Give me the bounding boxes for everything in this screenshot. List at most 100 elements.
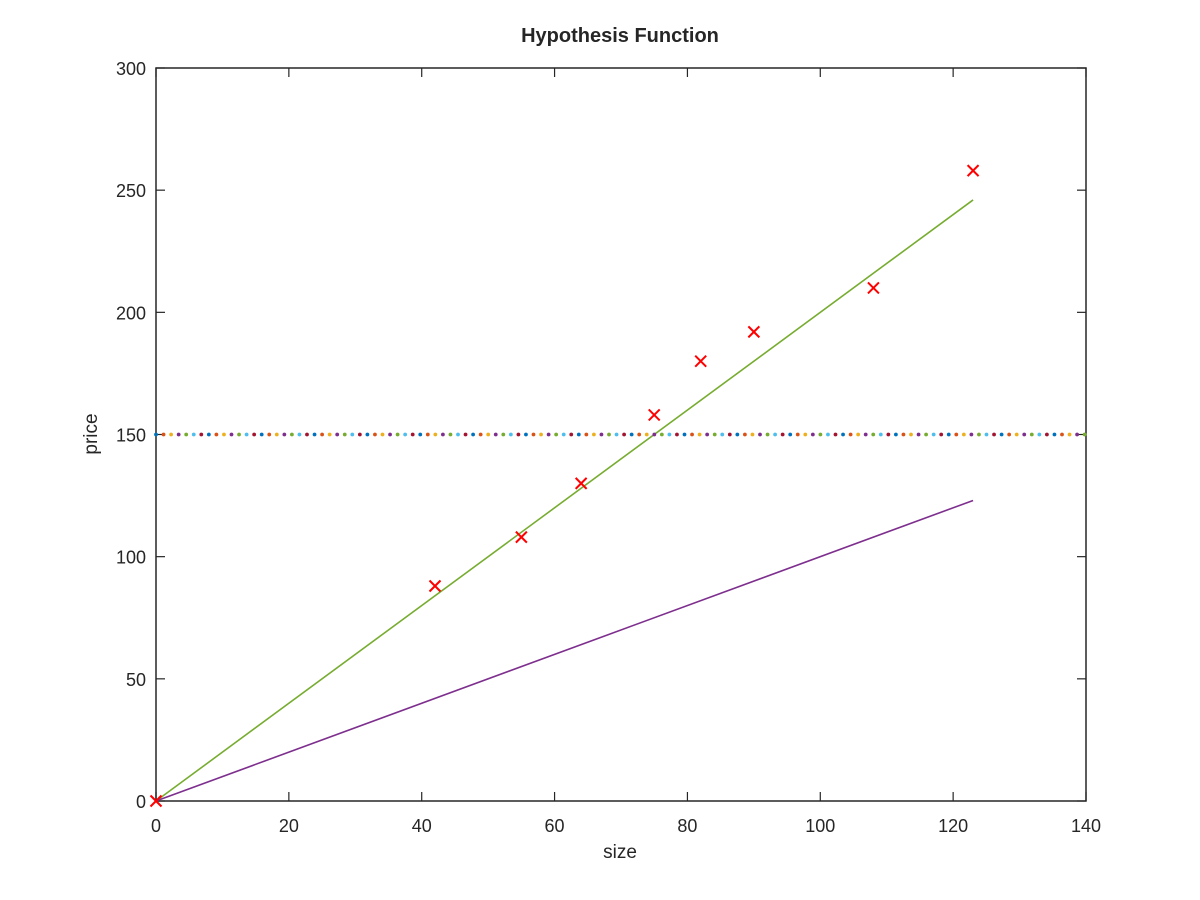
dotted-line-dot [992,432,996,437]
y-tick-label: 0 [136,792,146,812]
dotted-line-dot [199,432,204,437]
data-point-stroke [694,354,707,368]
dotted-line-dot [297,432,302,437]
dotted-line-dot [237,432,241,437]
dotted-line-dot [433,432,438,437]
dotted-line-dot [909,432,913,437]
dotted-line-dot [697,432,702,437]
dotted-line-dot [267,432,272,437]
dotted-line-dot [924,432,928,437]
dotted-line-dot [629,432,634,437]
dotted-line-dot [516,432,521,437]
y-tick-label: 100 [116,548,146,568]
x-tick-label: 60 [545,816,565,836]
data-point [747,325,761,339]
dotted-line-dot [312,432,317,437]
dotted-line-dot [954,432,959,437]
plot-area: 0 20 40 60 80 100 120 140 0 50 100 150 200 250 300 [116,59,1101,836]
dotted-line-dot [705,432,710,437]
dotted-line-dot [690,432,694,437]
data-point [515,530,528,544]
dotted-line-dot [1037,432,1042,437]
dotted-line-dot [1067,432,1072,437]
dotted-line-dot [848,432,853,437]
series-line-0 [155,199,974,802]
dotted-line-dot [841,432,845,437]
dotted-line-dot [1007,432,1012,437]
dotted-line-dot [546,432,551,437]
dotted-line-dot [305,432,309,437]
dotted-line-dot [184,432,189,437]
dotted-line-dot [531,432,536,437]
dotted-line-dot [388,432,392,437]
dotted-line-dot [1082,432,1087,437]
y-tick-label: 300 [116,59,146,79]
dotted-line-dot [1014,432,1019,437]
dotted-line-dot [463,432,468,437]
dotted-line-dot [191,432,196,437]
dotted-line-dot [214,432,219,437]
dotted-line-dot [592,432,596,437]
data-point [867,281,880,295]
dotted-line-dot [780,432,785,437]
dotted-line-dot [342,432,347,437]
dotted-line-dot [206,432,211,437]
dotted-line-dot [1075,432,1079,437]
dotted-line-dot [614,432,619,437]
data-point-stroke [747,325,761,339]
dotted-line-dot [365,432,370,437]
series-line-1 [155,499,974,802]
dotted-line-dot [682,432,687,437]
dotted-line-dot [478,432,483,437]
dotted-line-dot [259,432,264,437]
dotted-line-dot [743,432,747,437]
dotted-line-dot [290,432,294,437]
dotted-line-dot [441,432,445,437]
x-tick-label: 0 [151,816,161,836]
dotted-line-dot [471,432,475,437]
dotted-line-dot [1045,432,1049,437]
dotted-line-dot [667,432,672,437]
dotted-line-dot [984,432,989,437]
dotted-line-dot [969,432,974,437]
dotted-line-dot [1029,432,1034,437]
dotted-line-dot [539,432,543,437]
data-point [428,579,442,593]
data-point [648,408,661,422]
dotted-line-dot [508,432,513,437]
dotted-line-dot [154,432,158,437]
dotted-line-dot [999,432,1004,437]
dotted-line-dot [803,432,808,437]
dotted-line-dot [750,432,755,437]
dotted-line-dot [335,432,340,437]
data-point-stroke [648,408,661,422]
data-point [694,354,707,368]
dotted-line-dot [818,432,823,437]
chart-title: Hypothesis Function [521,25,719,47]
dotted-line-dot [622,432,626,437]
dotted-line-dot [456,432,460,437]
data-point-stroke [149,794,163,808]
dotted-line-dot [380,432,385,437]
dotted-line-dot [788,432,793,437]
dotted-line-dot [886,432,891,437]
x-tick-label: 120 [938,816,968,836]
y-tick-label: 200 [116,303,146,323]
dotted-line-dot [939,432,944,437]
dotted-line-dot [169,432,174,437]
dotted-line-dot [637,432,642,437]
dotted-line-dot [810,432,815,437]
dotted-line-dot [222,432,226,437]
dotted-line-dot [931,432,936,437]
dotted-line-dot [569,432,574,437]
dotted-line-dot [607,432,611,437]
dotted-line-dot [720,432,725,437]
dotted-line-dot [871,432,876,437]
dotted-line-dot [1060,432,1064,437]
dotted-line-dot [418,432,423,437]
dotted-line-dot [373,432,377,437]
x-tick-label: 140 [1071,816,1101,836]
dotted-line-dot [916,432,921,437]
dotted-line-dot [176,432,181,437]
